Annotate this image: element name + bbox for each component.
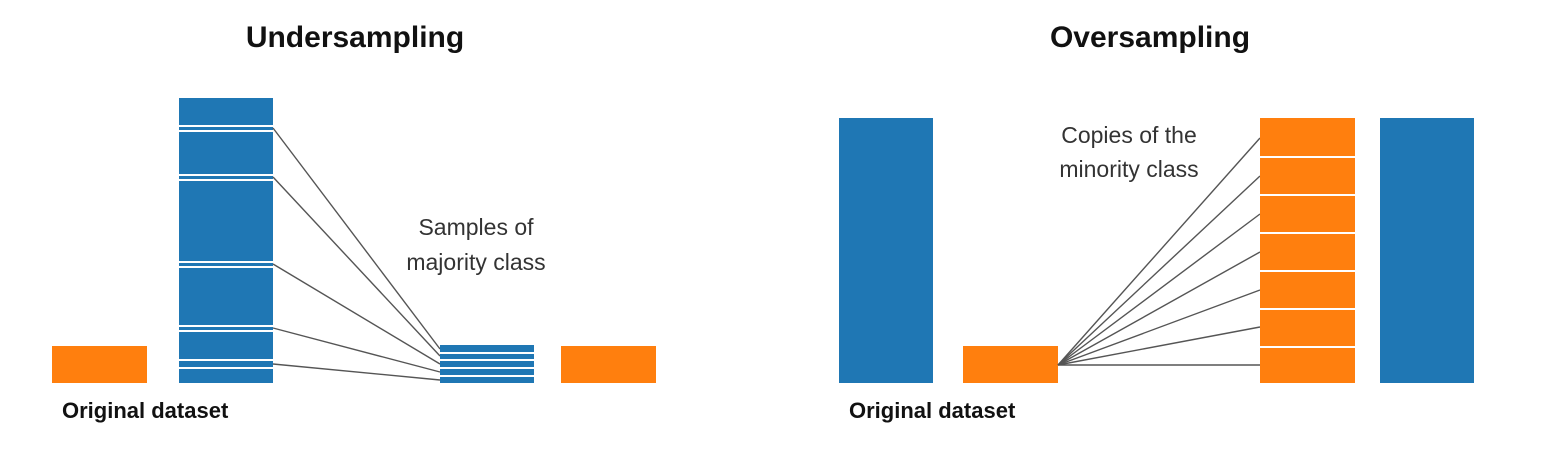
oversampling-title: Oversampling	[1050, 21, 1250, 54]
sample-connectors	[272, 127, 441, 381]
undersampling-caption-line2: majority class	[406, 249, 545, 275]
oversampling-caption-line1: Copies of the	[1061, 122, 1197, 148]
oversampling-dataset-label: Original dataset	[849, 398, 1016, 423]
undersampling-dataset-label: Original dataset	[62, 398, 229, 423]
undersampling-caption-line1: Samples of	[418, 214, 534, 240]
oversampling-panel: Oversampling Copies of the minority clas…	[839, 21, 1474, 423]
sampled-majority-bar	[440, 345, 534, 383]
resampled-majority-bar	[1380, 118, 1474, 383]
resampled-minority-bar	[561, 346, 656, 383]
undersampling-panel: Undersampling	[52, 21, 656, 423]
original-minority-bar-over	[963, 346, 1058, 383]
oversampled-minority-bar	[1260, 118, 1355, 383]
original-majority-bar-over	[839, 118, 933, 383]
copy-connectors	[1057, 137, 1261, 366]
original-majority-bar	[179, 98, 273, 383]
undersampling-title: Undersampling	[246, 21, 464, 54]
oversampling-caption-line2: minority class	[1059, 156, 1198, 182]
original-minority-bar	[52, 346, 147, 383]
